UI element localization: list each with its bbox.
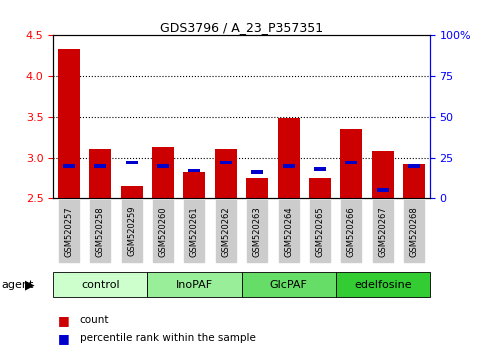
Text: ▶: ▶ (25, 278, 35, 291)
Bar (220, 161, 232, 164)
Bar (341, 129, 362, 198)
Bar (188, 169, 200, 172)
Bar (251, 170, 263, 174)
Text: control: control (81, 280, 119, 290)
Text: count: count (80, 315, 109, 325)
Bar (408, 164, 420, 167)
Bar (152, 147, 174, 198)
Bar (336, 272, 430, 297)
Bar (242, 272, 336, 297)
Bar (246, 178, 268, 198)
Bar (184, 172, 205, 198)
Text: InoPAF: InoPAF (176, 280, 213, 290)
Bar (121, 186, 142, 198)
Text: percentile rank within the sample: percentile rank within the sample (80, 333, 256, 343)
Bar (89, 149, 111, 198)
Bar (63, 164, 75, 167)
Bar (283, 164, 295, 167)
Bar (403, 164, 425, 198)
Bar (309, 178, 331, 198)
Bar (94, 164, 106, 167)
Bar (314, 167, 326, 171)
Text: agent: agent (1, 280, 33, 290)
Bar (377, 188, 389, 192)
Bar (53, 272, 147, 297)
Bar (58, 49, 80, 198)
Bar (126, 161, 138, 164)
Text: GlcPAF: GlcPAF (270, 280, 308, 290)
Text: ■: ■ (58, 314, 70, 327)
Text: ■: ■ (58, 332, 70, 344)
Bar (147, 272, 242, 297)
Bar (215, 149, 237, 198)
Bar (157, 164, 169, 167)
Bar (345, 161, 357, 164)
Bar (372, 151, 394, 198)
Text: edelfosine: edelfosine (354, 280, 412, 290)
Title: GDS3796 / A_23_P357351: GDS3796 / A_23_P357351 (160, 21, 323, 34)
Bar (278, 119, 299, 198)
